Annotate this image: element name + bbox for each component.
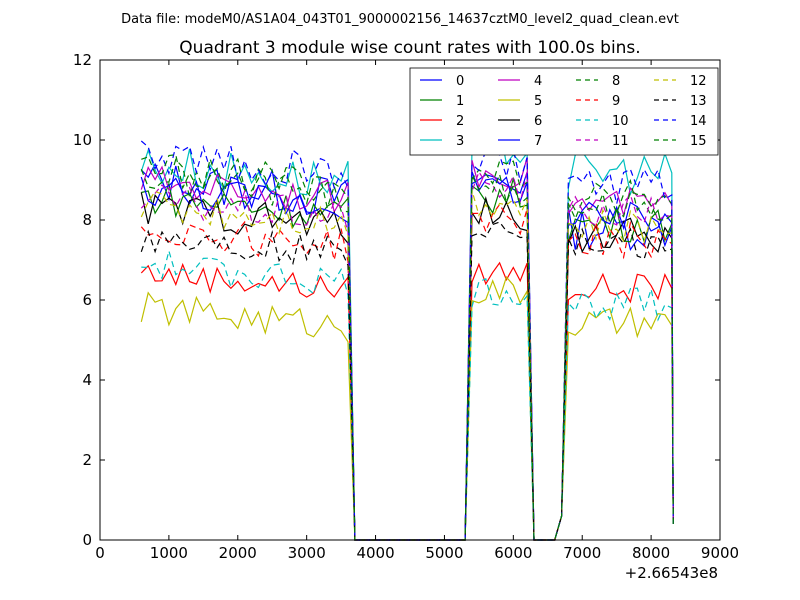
x-tick-label: 6000 <box>494 544 532 562</box>
legend-label-15: 15 <box>690 134 707 149</box>
legend-label-3: 3 <box>456 134 464 149</box>
x-tick-label: 1000 <box>150 544 188 562</box>
y-tick-label: 2 <box>82 451 92 469</box>
y-tick-label: 0 <box>82 531 92 549</box>
series-line-15 <box>141 154 674 541</box>
legend-label-6: 6 <box>534 114 542 129</box>
x-tick-label: 8000 <box>632 544 670 562</box>
legend-label-14: 14 <box>690 114 707 129</box>
x-tick-label: 5000 <box>425 544 463 562</box>
axes-layer: 0 1000 2000 3000 4000 5000 6000 7000 8000 9000 0 2 4… <box>73 51 739 562</box>
x-tick-label: 3000 <box>288 544 326 562</box>
legend-label-13: 13 <box>690 94 707 109</box>
y-tick-label: 12 <box>73 51 92 69</box>
y-tick-label: 4 <box>82 371 92 389</box>
legend-label-8: 8 <box>612 74 620 89</box>
y-tick-label: 8 <box>82 211 92 229</box>
y-tick-label: 10 <box>73 131 92 149</box>
x-tick-label: 2000 <box>219 544 257 562</box>
legend-label-5: 5 <box>534 94 542 109</box>
legend-label-2: 2 <box>456 114 464 129</box>
x-tick-label: 7000 <box>563 544 601 562</box>
legend-label-1: 1 <box>456 94 464 109</box>
legend-label-4: 4 <box>534 74 542 89</box>
legend-label-0: 0 <box>456 74 464 89</box>
x-offset-label: +2.66543e8 <box>625 564 718 582</box>
legend-label-9: 9 <box>612 94 620 109</box>
chart-title: Quadrant 3 module wise count rates with … <box>179 38 640 58</box>
x-tick-label: 4000 <box>356 544 394 562</box>
legend-label-11: 11 <box>612 134 629 149</box>
figure-suptitle: Data file: modeM0/AS1A04_043T01_90000021… <box>121 12 679 27</box>
x-tick-label: 0 <box>95 544 105 562</box>
legend-label-10: 10 <box>612 114 629 129</box>
series-line-12 <box>140 190 674 541</box>
y-tick-label: 6 <box>82 291 92 309</box>
legend-label-7: 7 <box>534 134 542 149</box>
legend-label-12: 12 <box>690 74 707 89</box>
x-tick-label: 9000 <box>701 544 739 562</box>
